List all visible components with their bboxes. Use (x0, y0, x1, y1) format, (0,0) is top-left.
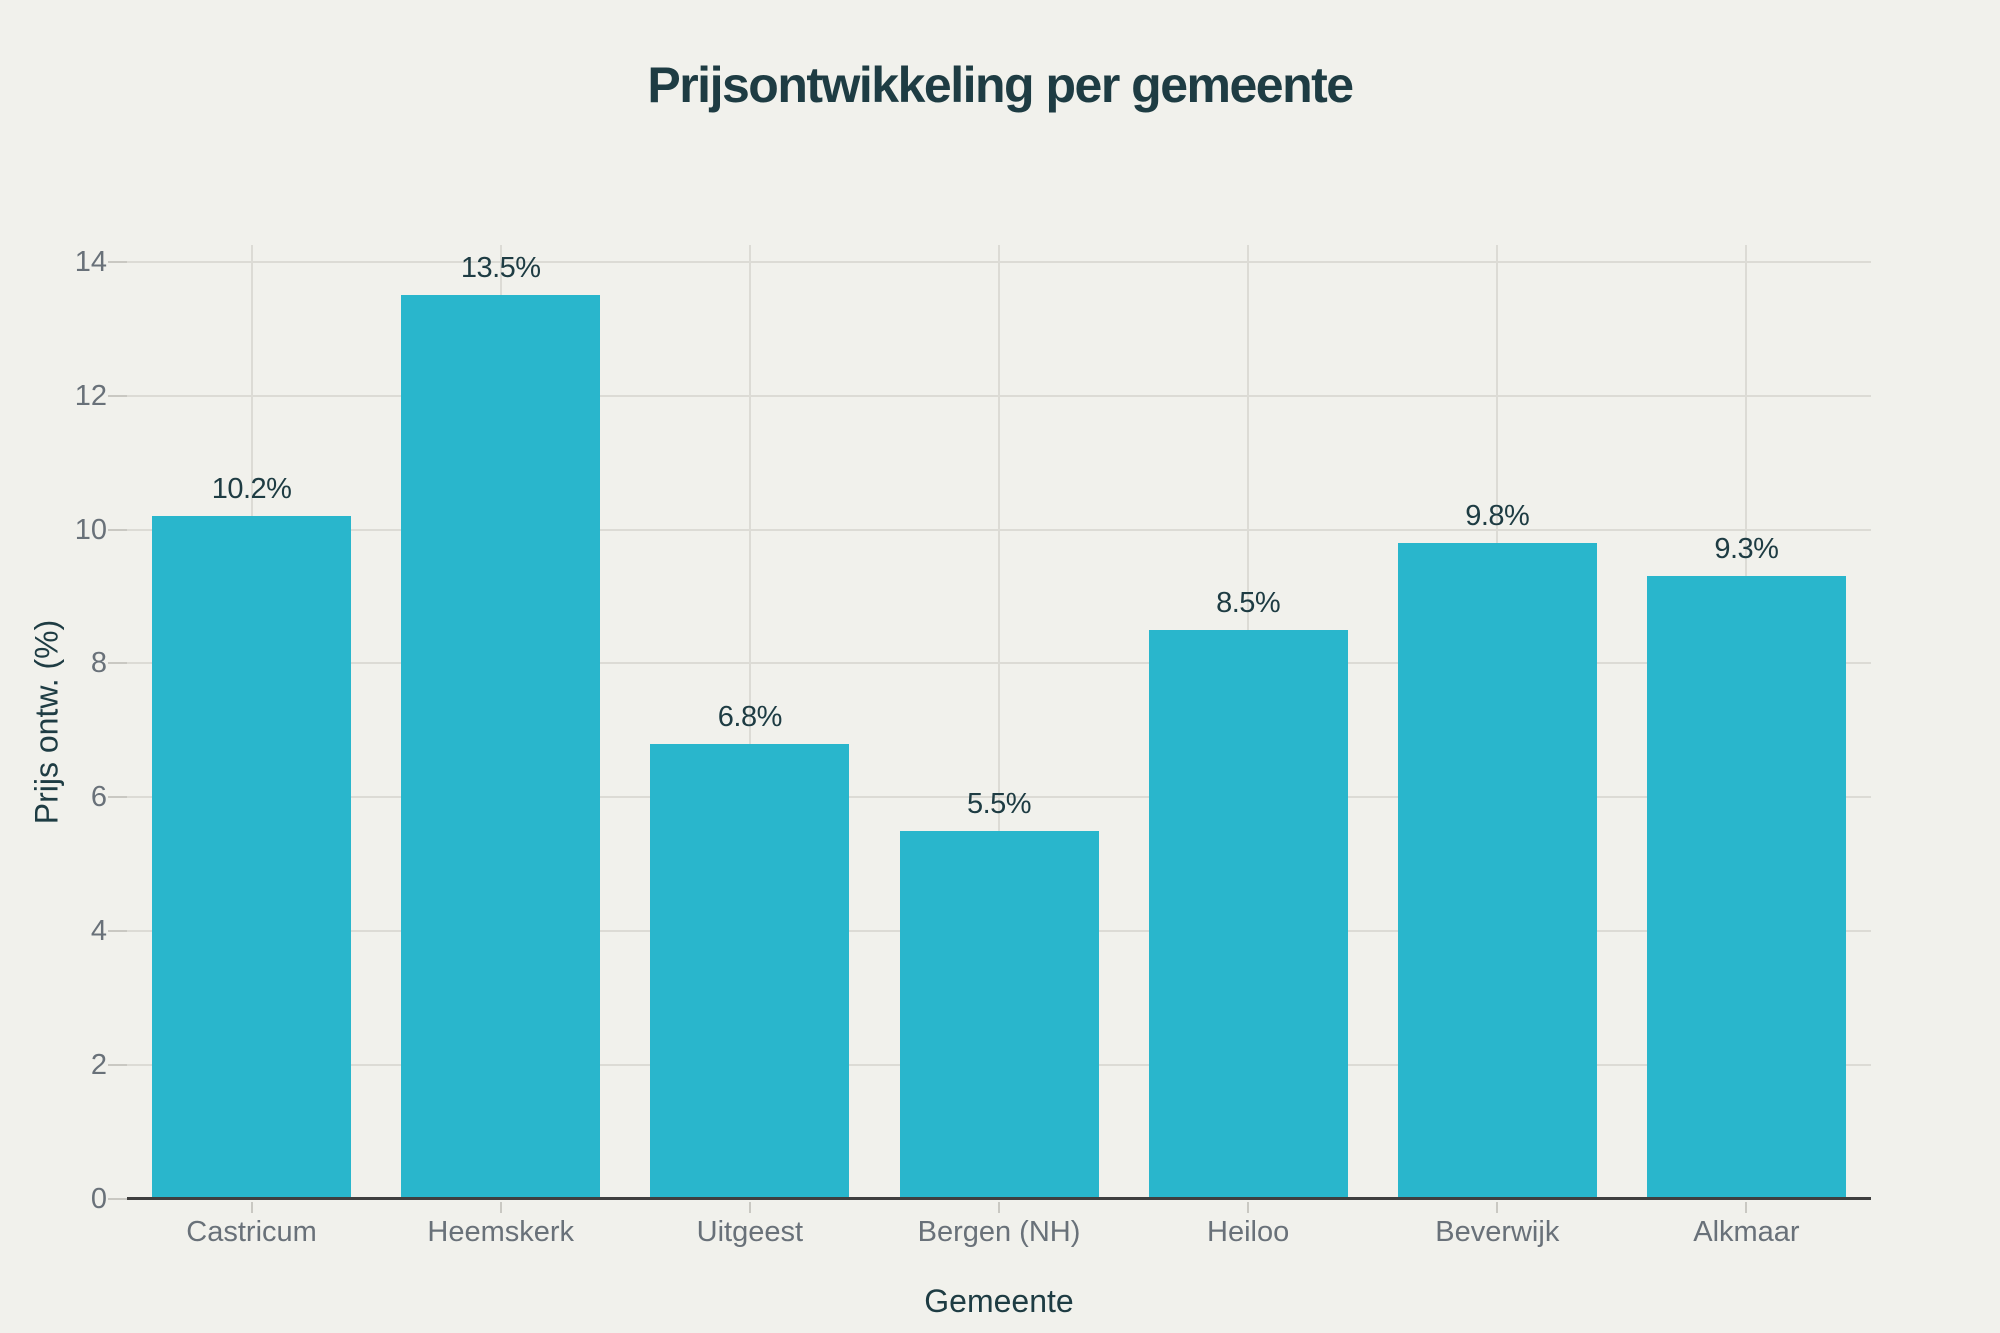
y-tick-label: 2 (90, 1049, 107, 1082)
bar (1646, 576, 1846, 1199)
x-tick-mark (250, 1202, 253, 1213)
bar-value-label: 10.2% (211, 473, 292, 506)
x-tick-label: Beverwijk (1435, 1216, 1560, 1248)
chart-title: Prijsontwikkeling per gemeente (647, 57, 1354, 113)
bar (650, 743, 850, 1199)
x-tick-label: Alkmaar (1693, 1216, 1800, 1248)
vertical-gridline (998, 245, 1000, 1199)
bar-value-label: 9.3% (1714, 533, 1779, 566)
y-tick-label: 10 (74, 513, 107, 546)
bar-value-label: 8.5% (1216, 586, 1281, 619)
y-tick-mark (108, 662, 127, 665)
bar (1397, 542, 1597, 1199)
y-tick-label: 4 (90, 915, 107, 948)
y-tick-label: 6 (90, 781, 107, 814)
vertical-gridline (748, 245, 751, 1199)
bar (401, 295, 601, 1199)
y-tick-label: 0 (90, 1183, 107, 1215)
bar-value-label: 5.5% (966, 787, 1032, 820)
x-tick-mark (748, 1202, 751, 1213)
y-tick-mark (108, 796, 127, 799)
y-tick-mark (108, 930, 127, 933)
x-tick-mark (998, 1202, 1000, 1213)
bar-value-label: 13.5% (460, 252, 541, 285)
bar-value-label: 9.8% (1465, 499, 1530, 532)
x-tick-mark (1745, 1202, 1748, 1213)
y-tick-label: 12 (74, 379, 107, 412)
x-axis-title: Gemeente (924, 1283, 1074, 1319)
x-tick-label: Castricum (186, 1216, 317, 1248)
y-tick-mark (108, 1064, 127, 1067)
x-tick-mark (1247, 1202, 1250, 1213)
x-tick-mark (499, 1202, 502, 1213)
x-axis-line (127, 1197, 1871, 1200)
y-tick-mark (108, 394, 127, 397)
plot-area: 0 2 4 6 8 10 12 14 Castricum 10.2% Heemskerk 13.5% U… (75, 245, 1871, 1248)
y-tick-mark (108, 1198, 127, 1200)
x-tick-label: Uitgeest (696, 1216, 804, 1248)
x-tick-label: Bergen (NH) (917, 1216, 1081, 1248)
bar (899, 830, 1099, 1199)
x-tick-label: Heemskerk (427, 1216, 575, 1248)
y-tick-mark (108, 528, 127, 531)
x-tick-label: Heiloo (1207, 1216, 1290, 1248)
y-tick-label: 8 (90, 647, 107, 680)
y-tick-label: 14 (74, 245, 107, 278)
bar-value-label: 6.8% (717, 700, 783, 733)
bar (152, 516, 352, 1199)
x-tick-mark (1496, 1202, 1499, 1213)
y-tick-mark (108, 260, 127, 263)
bar (1148, 629, 1348, 1199)
